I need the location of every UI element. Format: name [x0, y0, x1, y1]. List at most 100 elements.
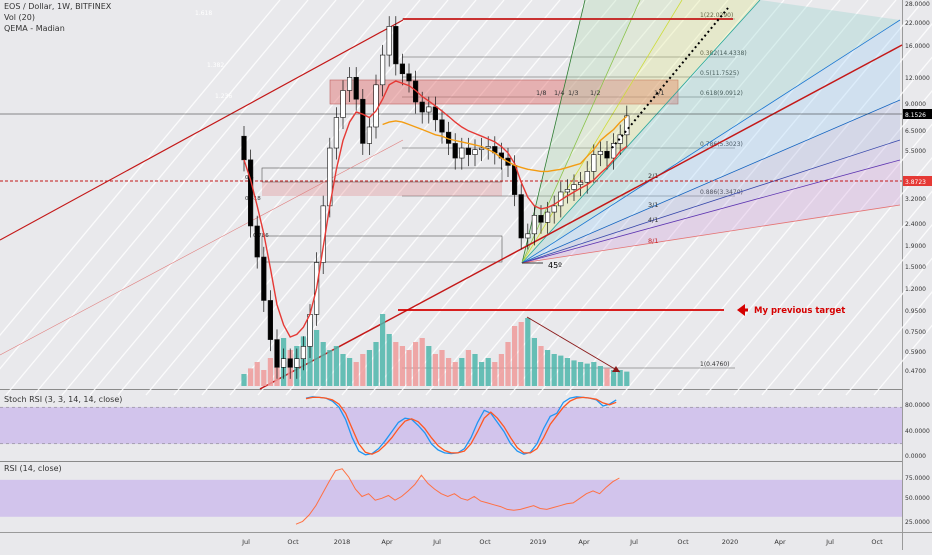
- fib-channel-line: [257, 0, 589, 396]
- volume-bar: [366, 350, 372, 386]
- candle-body: [254, 225, 260, 258]
- price-axis-label: 2.4000: [905, 221, 926, 228]
- candle-body: [525, 233, 531, 239]
- fib-level-label: 1(22.0290): [700, 12, 733, 19]
- volume-bar: [578, 362, 584, 386]
- price-axis-label: 0.4700: [905, 368, 926, 375]
- volume-bar: [564, 358, 570, 386]
- fib-channel-line: [481, 0, 813, 396]
- qema-indicator-label: QEMA - Madian: [4, 24, 65, 33]
- candle-body: [604, 150, 610, 159]
- target-arrow-icon: [737, 304, 745, 316]
- volume-bar: [459, 358, 465, 386]
- gann-fan-label: 1/8: [536, 89, 546, 97]
- rsi-axis-label: 50.0000: [905, 495, 930, 502]
- candle-body: [419, 101, 425, 113]
- upper-channel-line: [0, 19, 404, 241]
- candle-body: [366, 126, 373, 144]
- candle-body: [261, 256, 267, 301]
- volume-bar: [386, 334, 392, 386]
- volume-bar: [617, 370, 623, 386]
- candle-body: [610, 143, 617, 159]
- support-zone: [262, 182, 502, 196]
- volume-bar: [241, 374, 247, 386]
- candle-body: [346, 76, 353, 91]
- volume-trend-arrow: [526, 316, 621, 373]
- stoch-axis-label: 0.0000: [905, 453, 926, 460]
- candle-body: [538, 215, 544, 223]
- fib-channel-line: [817, 257, 932, 396]
- time-axis-label: Jul: [825, 538, 834, 546]
- time-axis-label: Oct: [479, 538, 491, 546]
- candle-body: [333, 117, 340, 149]
- candle-body: [294, 358, 300, 368]
- fib-level-label: 0.886(3.3470): [700, 189, 743, 196]
- gann-fan-label: 2/1: [648, 172, 658, 180]
- stoch-axis-label: 80.0000: [905, 402, 930, 409]
- volume-bar: [492, 362, 498, 386]
- gann-fan-label: 1/4: [554, 89, 564, 97]
- fib-channel-line: [285, 0, 617, 396]
- price-axis-label: 3.2000: [905, 196, 926, 203]
- volume-bar: [439, 350, 445, 386]
- stoch-rsi-title: Stoch RSI (3, 3, 14, 14, close): [4, 395, 123, 404]
- volume-bar: [254, 362, 260, 386]
- gann-fan-line: [521, 139, 901, 264]
- candle-body: [248, 159, 254, 227]
- stoch-d-line: [305, 396, 617, 455]
- price-axis-label: 9.0000: [905, 101, 926, 108]
- fib-channel-line: [313, 0, 645, 396]
- time-axis-label: 2018: [334, 538, 351, 546]
- gann-fan-label: 1/2: [590, 89, 600, 97]
- volume-bar: [327, 350, 333, 386]
- candle-body: [386, 26, 392, 56]
- candle-body: [399, 63, 406, 75]
- volume-bar: [347, 358, 353, 386]
- candle-body: [340, 90, 346, 118]
- candle-body: [406, 73, 412, 82]
- candle-body: [485, 146, 491, 149]
- price-axis-label: 0.5900: [905, 349, 926, 356]
- candle-body: [393, 26, 399, 65]
- time-axis-label: Apr: [578, 538, 590, 546]
- fib-channel-line: [537, 0, 869, 396]
- ema-orange-line: [382, 115, 628, 173]
- candle-body: [274, 339, 280, 368]
- fib-channel-line: [845, 291, 932, 396]
- volume-bar: [591, 362, 597, 386]
- fib-channel-line: [453, 0, 785, 396]
- gann-fan-line: [521, 204, 901, 264]
- time-axis-label: Apr: [381, 538, 393, 546]
- time-axis-label: 2019: [530, 538, 547, 546]
- pane-separator: [0, 461, 902, 462]
- price-axis-label: 22.0000: [905, 20, 930, 27]
- gann-fan-label: 4/1: [648, 216, 658, 224]
- time-axis-label: Jul: [241, 538, 250, 546]
- candle-body: [360, 98, 366, 144]
- price-axis-label: 12.0000: [905, 75, 930, 82]
- candle-body: [379, 54, 386, 86]
- volume-bar: [432, 354, 438, 386]
- candle-body: [584, 171, 590, 183]
- stoch-axis-label: 40.0000: [905, 428, 930, 435]
- symbol-title: EOS / Dollar, 1W, BITFINEX: [4, 2, 112, 11]
- volume-bar: [452, 362, 458, 386]
- gann-fan-label: 1/1: [654, 89, 664, 97]
- candle-body: [439, 119, 445, 133]
- fib-channel-line: [33, 0, 365, 396]
- price-axis-label: 1.9000: [905, 243, 926, 250]
- fib-channel-line: [677, 89, 932, 396]
- lower-channel-line: [259, 44, 903, 390]
- volume-bar: [498, 354, 504, 386]
- volume-bar: [538, 346, 544, 386]
- volume-bar: [505, 342, 511, 386]
- volume-bar: [472, 354, 478, 386]
- candle-body: [577, 181, 584, 185]
- price-axis-label: 3.8723: [905, 179, 926, 186]
- price-axis-label: 6.5000: [905, 128, 926, 135]
- time-axis-label: Jul: [432, 538, 441, 546]
- candle-body: [472, 149, 478, 155]
- gann-fan-label: 1/3: [568, 89, 578, 97]
- fib-channel-line: [229, 0, 561, 396]
